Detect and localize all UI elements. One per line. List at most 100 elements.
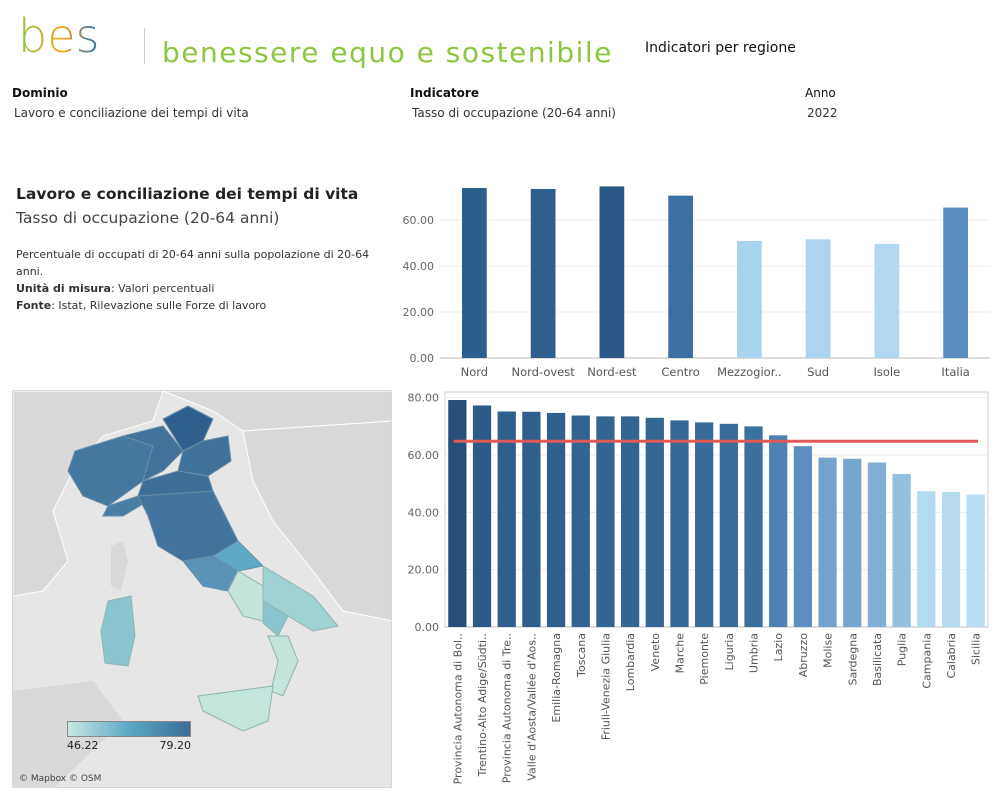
x-tick-label: Provincia Autonoma di Bol..: [451, 633, 464, 784]
region-sicilia: [197, 685, 274, 732]
y-tick-label: 60.00: [408, 449, 440, 462]
x-tick-label: Nord-est: [587, 365, 637, 379]
x-tick-label: Calabria: [945, 633, 958, 679]
indicator-info: Lavoro e conciliazione dei tempi di vita…: [16, 182, 388, 314]
y-tick-label: 0.00: [415, 621, 440, 634]
x-tick-label: Veneto: [649, 633, 662, 671]
bar-mezzogior-[interactable]: [737, 240, 762, 358]
logo-separator: [144, 28, 145, 64]
filter-dominio-label: Dominio: [12, 86, 68, 100]
bar-abruzzo[interactable]: [793, 446, 813, 627]
x-tick-label: Trentino-Alto Adige/Südti..: [476, 633, 489, 777]
x-tick-label: Mezzogior..: [717, 365, 782, 379]
region-sardegna: [100, 595, 136, 667]
source-line: Fonte: Istat, Rilevazione sulle Forze di…: [16, 297, 388, 314]
bar-provincia-autonoma-di-tre-[interactable]: [497, 411, 516, 627]
bar-piemonte[interactable]: [695, 422, 714, 627]
region-bar-chart: 0.00 20.00 40.00 60.00 80.00 Provincia Autono…: [408, 391, 989, 784]
bar-italia[interactable]: [943, 207, 968, 358]
legend-min: 46.22: [67, 739, 99, 752]
filter-dominio-value[interactable]: Lavoro e conciliazione dei tempi di vita: [14, 106, 249, 120]
bar-trentino-alto-adige-s-dti-[interactable]: [472, 405, 492, 627]
map-canvas: [13, 391, 391, 787]
x-tick-label: Umbria: [748, 633, 761, 673]
x-tick-label: Sicilia: [970, 633, 983, 665]
balkans-land: [242, 420, 391, 622]
bar-toscana[interactable]: [571, 415, 590, 628]
filter-anno-label: Anno: [805, 86, 836, 100]
source-label: Fonte: [16, 299, 52, 312]
x-tick-label: Provincia Autonoma di Tre..: [501, 633, 514, 783]
x-tick-label: Centro: [661, 365, 699, 379]
bar-emilia-romagna[interactable]: [546, 412, 566, 627]
x-tick-label: Lazio: [772, 633, 785, 662]
x-tick-label: Isole: [874, 365, 901, 379]
bar-lazio[interactable]: [769, 435, 788, 627]
y-tick-label: 60.00: [403, 214, 435, 227]
bar-basilicata[interactable]: [867, 462, 887, 628]
map-attribution: © Mapbox © OSM: [19, 774, 102, 784]
bar-liguria[interactable]: [719, 423, 738, 627]
bar-valle-d-aosta-vall-e-d-aos-[interactable]: [522, 411, 541, 627]
bar-calabria[interactable]: [941, 492, 961, 627]
bar-sud[interactable]: [805, 239, 831, 358]
filter-indicatore[interactable]: Indicatore Tasso di occupazione (20-64 a…: [410, 86, 616, 120]
x-tick-label: Italia: [941, 365, 969, 379]
bes-logo: bes benessere equo e sostenibile: [18, 14, 618, 69]
bar-nord-ovest[interactable]: [530, 188, 556, 358]
filter-indicatore-value[interactable]: Tasso di occupazione (20-64 anni): [412, 106, 616, 120]
x-tick-label: Lombardia: [624, 633, 637, 691]
filter-indicatore-label: Indicatore: [410, 86, 479, 100]
x-tick-label: Liguria: [723, 633, 736, 670]
france-land: [13, 391, 164, 597]
filter-anno-value[interactable]: 2022: [807, 106, 838, 120]
bar-lombardia[interactable]: [620, 416, 640, 627]
unit-label: Unità di misura: [16, 282, 111, 295]
y-tick-label: 0.00: [410, 352, 435, 365]
bar-molise[interactable]: [818, 457, 837, 627]
x-tick-label: Abruzzo: [797, 633, 810, 678]
x-tick-label: Valle d'Aosta/Vallée d'Aos..: [525, 633, 538, 781]
page-heading: Indicatori per regione: [645, 40, 796, 56]
x-tick-label: Friuli-Venezia Giulia: [599, 633, 612, 740]
region-lombardia: [121, 425, 184, 482]
x-tick-label: Basilicata: [871, 633, 884, 686]
source-value: : Istat, Rilevazione sulle Forze di lavo…: [51, 299, 267, 312]
y-tick-label: 20.00: [403, 306, 435, 319]
bar-sardegna[interactable]: [843, 458, 862, 627]
x-tick-label: Nord-ovest: [512, 365, 576, 379]
indicator-name: Tasso di occupazione (20-64 anni): [16, 209, 280, 227]
region-trentino: [162, 405, 214, 452]
y-tick-label: 40.00: [403, 260, 435, 273]
domain-title: Lavoro e conciliazione dei tempi di vita: [16, 185, 359, 203]
indicator-description-block: Percentuale di occupati di 20-64 anni su…: [16, 246, 388, 314]
bar-veneto[interactable]: [645, 417, 664, 627]
x-tick-label: Nord: [461, 365, 488, 379]
bar-nord-est[interactable]: [599, 186, 625, 358]
x-tick-label: Toscana: [575, 633, 588, 678]
bar-friuli-venezia-giulia[interactable]: [596, 416, 615, 627]
x-tick-label: Piemonte: [698, 633, 711, 685]
map-legend-labels: 46.22 79.20: [67, 739, 191, 752]
bar-umbria[interactable]: [744, 426, 763, 627]
bar-puglia[interactable]: [892, 473, 911, 627]
italy-choropleth-map[interactable]: 46.22 79.20 © Mapbox © OSM: [12, 390, 392, 788]
x-tick-label: Puglia: [896, 633, 909, 666]
bar-nord[interactable]: [462, 188, 487, 358]
map-legend-gradient: [67, 721, 191, 737]
bar-marche[interactable]: [670, 420, 689, 627]
x-tick-label: Sardegna: [846, 633, 859, 686]
bar-provincia-autonoma-di-bol-[interactable]: [448, 400, 467, 627]
bar-centro[interactable]: [668, 195, 693, 358]
bar-isole[interactable]: [874, 243, 900, 358]
bar-campania[interactable]: [917, 491, 936, 627]
filter-dominio[interactable]: Dominio Lavoro e conciliazione dei tempi…: [12, 86, 249, 120]
filter-anno[interactable]: Anno 2022: [805, 86, 838, 120]
bes-logo-mark: bes: [18, 14, 99, 63]
x-tick-label: Emilia-Romagna: [550, 633, 563, 723]
unit-line: Unità di misura: Valori percentuali: [16, 280, 388, 297]
region-liguria: [102, 495, 150, 517]
legend-max: 79.20: [159, 739, 192, 752]
bar-sicilia[interactable]: [966, 494, 985, 627]
y-tick-label: 80.00: [408, 392, 440, 405]
